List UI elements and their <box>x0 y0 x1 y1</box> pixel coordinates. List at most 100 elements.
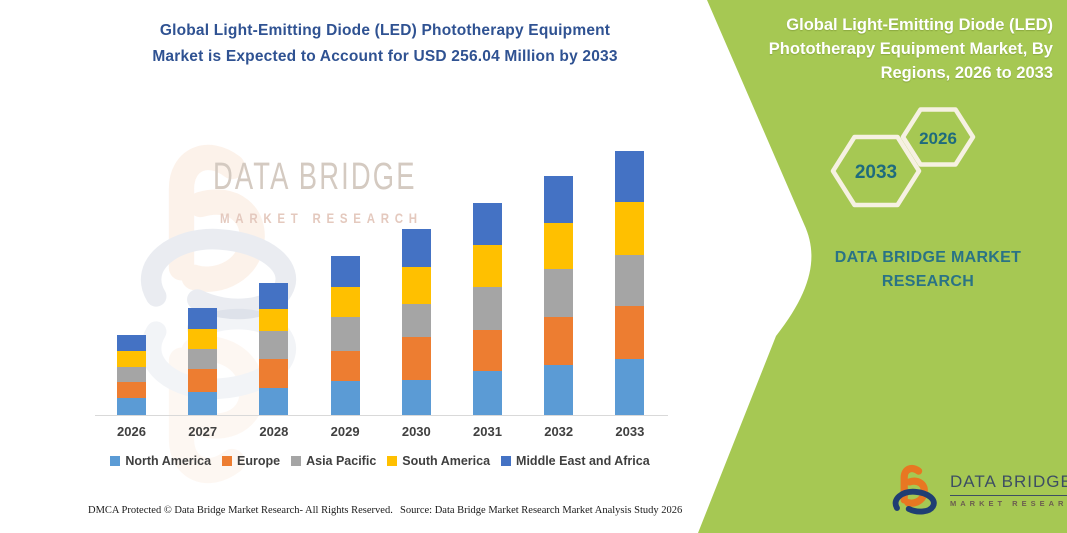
x-tick-2031: 2031 <box>473 424 502 439</box>
legend-label-south-america: South America <box>402 454 491 468</box>
plot-area <box>95 148 668 416</box>
watermark-subtitle: MARKET RESEARCH <box>220 210 423 226</box>
segment-south-america-2030 <box>401 266 431 304</box>
legend-item-europe: Europe <box>222 454 280 468</box>
legend-label-asia-pacific: Asia Pacific <box>306 454 377 468</box>
legend-label-europe: Europe <box>237 454 281 468</box>
segment-europe-2032 <box>544 316 574 365</box>
segment-asia-pacific-2028 <box>259 330 289 360</box>
segment-middle-east-and-africa-2030 <box>401 229 431 267</box>
chart-title-line2: Market is Expected to Account for USD 25… <box>152 48 618 65</box>
legend-swatch-middle-east-and-africa <box>501 456 512 466</box>
segment-middle-east-and-africa-2029 <box>330 256 360 287</box>
segment-middle-east-and-africa-2033 <box>615 151 645 202</box>
source-text: Source: Data Bridge Market Research Mark… <box>400 505 683 516</box>
x-tick-2027: 2027 <box>188 424 218 439</box>
segment-asia-pacific-2029 <box>330 317 360 351</box>
right-panel-title: Global Light-Emitting Diode (LED) Photot… <box>723 13 1053 85</box>
bar-2032 <box>544 175 574 415</box>
panel-brand-line2: RESEARCH <box>881 273 975 290</box>
bar-2031 <box>473 202 502 415</box>
segment-north-america-2029 <box>330 381 360 415</box>
chart-title-line1: Global Light-Emitting Diode (LED) Photot… <box>159 22 611 39</box>
watermark-title: DATA BRIDGE <box>213 156 417 198</box>
segment-asia-pacific-2033 <box>615 255 645 306</box>
right-panel-title-line1: Global Light-Emitting Diode (LED) <box>786 16 1053 34</box>
segment-europe-2027 <box>188 369 218 392</box>
hexagon-2026: 2026 <box>900 107 976 167</box>
hexagon-2033-label: 2033 <box>855 162 897 183</box>
segment-north-america-2027 <box>188 391 218 415</box>
dbmr-logo-subtitle: MARKET RESEARCH <box>950 499 1067 508</box>
bar-2033 <box>615 151 645 415</box>
segment-middle-east-and-africa-2032 <box>544 175 574 224</box>
segment-north-america-2028 <box>259 388 289 415</box>
segment-north-america-2032 <box>544 365 574 415</box>
segment-europe-2033 <box>615 305 645 359</box>
copyright-text: DMCA Protected © Data Bridge Market Rese… <box>88 505 393 516</box>
x-tick-2026: 2026 <box>117 424 146 439</box>
segment-north-america-2030 <box>401 379 431 415</box>
chart-title: Global Light-Emitting Diode (LED) Photot… <box>90 18 680 70</box>
segment-asia-pacific-2027 <box>188 349 218 370</box>
segment-asia-pacific-2031 <box>473 286 502 330</box>
hexagon-2033: 2033 <box>830 134 922 208</box>
segment-europe-2029 <box>330 351 360 381</box>
segment-asia-pacific-2032 <box>544 268 574 317</box>
legend-label-middle-east-and-africa: Middle East and Africa <box>516 454 650 468</box>
segment-north-america-2033 <box>615 359 645 415</box>
segment-south-america-2032 <box>544 223 574 269</box>
segment-south-america-2027 <box>188 329 218 350</box>
segment-middle-east-and-africa-2031 <box>473 202 502 246</box>
chart-legend: North America Europe Asia Pacific South Ame… <box>80 454 680 468</box>
dbmr-logo-icon <box>888 463 942 517</box>
x-axis-labels: 2026 2027 2028 2029 2030 2031 2032 2033 <box>95 424 668 442</box>
segment-asia-pacific-2030 <box>401 303 431 337</box>
x-tick-2030: 2030 <box>401 424 431 439</box>
segment-south-america-2031 <box>473 245 502 287</box>
dbmr-logo-name: DATA BRIDGE <box>950 472 1067 496</box>
legend-label-north-america: North America <box>125 454 212 468</box>
x-tick-2033: 2033 <box>615 424 645 439</box>
segment-south-america-2029 <box>330 286 360 318</box>
segment-europe-2030 <box>401 336 431 380</box>
right-panel-title-line3: Regions, 2026 to 2033 <box>880 64 1053 82</box>
segment-middle-east-and-africa-2027 <box>188 307 218 330</box>
segment-asia-pacific-2026 <box>117 366 146 382</box>
segment-north-america-2031 <box>473 371 502 415</box>
segment-europe-2026 <box>117 381 146 399</box>
segment-north-america-2026 <box>117 398 146 415</box>
panel-brand-line1: DATA BRIDGE MARKET <box>834 249 1022 266</box>
legend-swatch-asia-pacific <box>291 456 302 466</box>
segment-south-america-2028 <box>259 309 289 331</box>
segment-europe-2028 <box>259 359 289 389</box>
panel-brand-text: DATA BRIDGE MARKET RESEARCH <box>800 246 1056 294</box>
right-panel-title-line2: Phototherapy Equipment Market, By <box>768 40 1053 58</box>
legend-item-north-america: North America <box>110 454 211 468</box>
x-tick-2028: 2028 <box>259 424 289 439</box>
segment-europe-2031 <box>473 330 502 371</box>
x-tick-2032: 2032 <box>544 424 574 439</box>
legend-swatch-europe <box>222 456 233 466</box>
legend-item-south-america: South America <box>387 454 490 468</box>
bar-2028 <box>259 282 289 415</box>
bar-2029 <box>330 256 360 415</box>
dbmr-logo: DATA BRIDGE MARKET RESEARCH <box>888 463 1067 517</box>
segment-south-america-2026 <box>117 351 146 367</box>
green-panel-shape <box>698 0 1067 533</box>
legend-item-asia-pacific: Asia Pacific <box>291 454 376 468</box>
hexagon-2026-label: 2026 <box>919 129 957 148</box>
x-tick-2029: 2029 <box>330 424 360 439</box>
legend-swatch-south-america <box>387 456 398 466</box>
dbmr-logo-text: DATA BRIDGE MARKET RESEARCH <box>950 472 1067 508</box>
bar-2026 <box>117 334 146 415</box>
legend-swatch-north-america <box>110 456 121 466</box>
segment-middle-east-and-africa-2026 <box>117 334 146 352</box>
bar-2030 <box>401 229 431 415</box>
segment-south-america-2033 <box>615 201 645 256</box>
segment-middle-east-and-africa-2028 <box>259 282 289 310</box>
legend-item-middle-east-and-africa: Middle East and Africa <box>501 454 650 468</box>
bar-2027 <box>188 307 218 415</box>
